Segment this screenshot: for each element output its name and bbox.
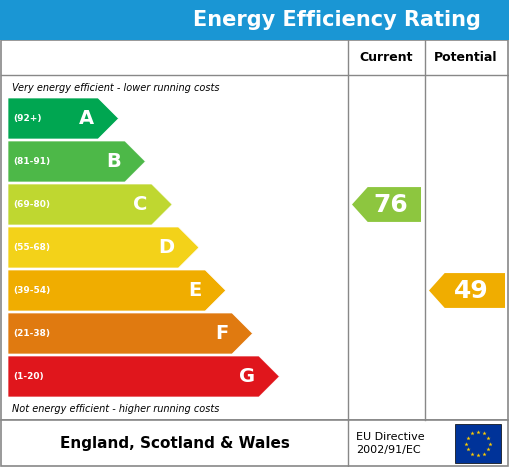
Bar (1, 40, 508, 420)
Bar (0, 0, 509, 40)
Text: Potential: Potential (434, 51, 498, 64)
Text: (21-38): (21-38) (13, 329, 50, 338)
Text: 2002/91/EC: 2002/91/EC (356, 446, 420, 455)
Text: B: B (106, 152, 121, 171)
Text: (55-68): (55-68) (13, 243, 50, 252)
Text: (39-54): (39-54) (13, 286, 50, 295)
Text: England, Scotland & Wales: England, Scotland & Wales (60, 436, 290, 451)
Text: 76: 76 (373, 192, 408, 217)
Polygon shape (8, 356, 279, 397)
Text: G: G (239, 367, 255, 386)
Polygon shape (429, 273, 505, 308)
Text: F: F (215, 324, 228, 343)
Polygon shape (8, 227, 199, 268)
Text: (69-80): (69-80) (13, 200, 50, 209)
Text: (1-20): (1-20) (13, 372, 44, 381)
Text: Not energy efficient - higher running costs: Not energy efficient - higher running co… (12, 404, 219, 414)
Text: C: C (133, 195, 148, 214)
Text: (81-91): (81-91) (13, 157, 50, 166)
Text: D: D (158, 238, 175, 257)
Polygon shape (8, 313, 252, 354)
Polygon shape (8, 141, 146, 182)
Bar (455, 424, 501, 463)
Text: E: E (188, 281, 201, 300)
Text: A: A (79, 109, 94, 128)
Text: EU Directive: EU Directive (356, 432, 425, 443)
Text: (92+): (92+) (13, 114, 42, 123)
Bar (1, 420, 508, 466)
Polygon shape (8, 98, 119, 139)
Text: Current: Current (360, 51, 413, 64)
Text: Very energy efficient - lower running costs: Very energy efficient - lower running co… (12, 83, 219, 93)
Polygon shape (8, 270, 226, 311)
Text: 49: 49 (454, 278, 488, 303)
Text: Energy Efficiency Rating: Energy Efficiency Rating (193, 10, 482, 30)
Polygon shape (8, 184, 172, 225)
Polygon shape (352, 187, 421, 222)
